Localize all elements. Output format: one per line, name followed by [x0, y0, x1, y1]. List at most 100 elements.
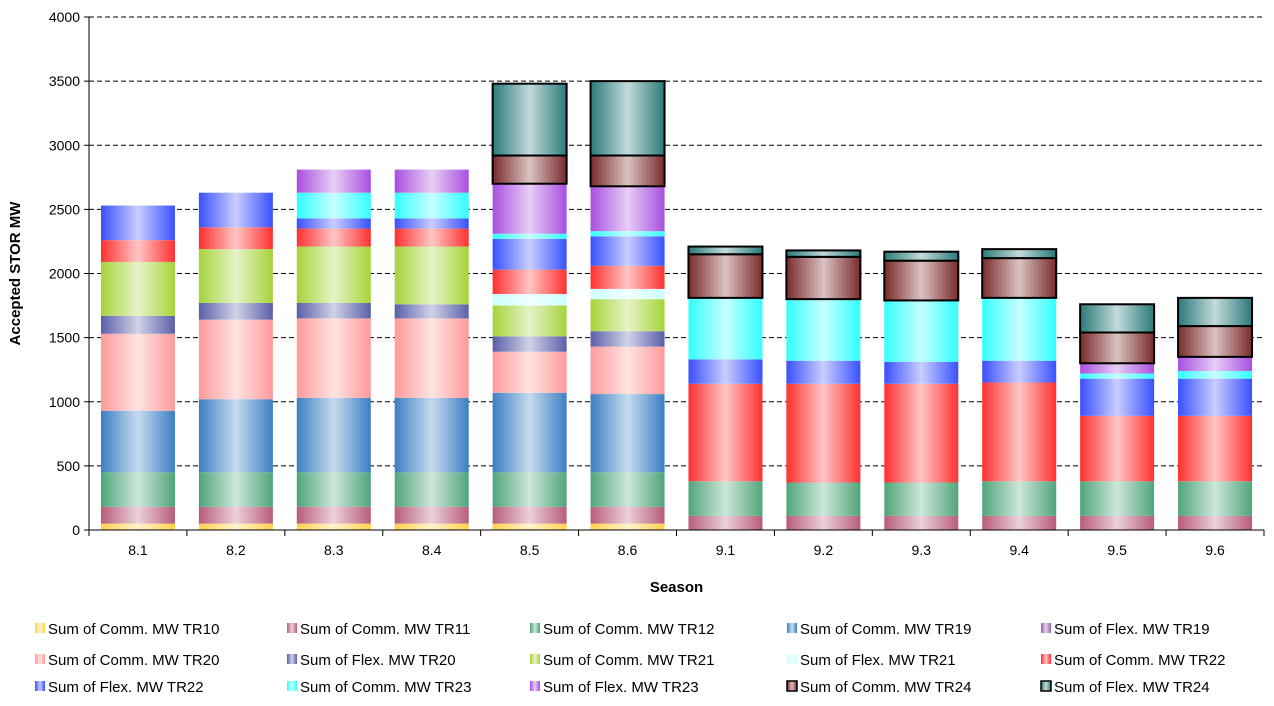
bar-segment	[100, 315, 175, 334]
bar-segment	[296, 169, 371, 193]
bar-segment	[1178, 415, 1253, 482]
bar-segment	[982, 515, 1057, 530]
legend-swatch	[530, 623, 540, 633]
x-tick-label: 9.2	[814, 542, 834, 558]
legend-label: Sum of Comm. MW TR20	[48, 652, 219, 669]
legend-item: Sum of Comm. MW TR12	[530, 621, 714, 638]
legend-item: Sum of Flex. MW TR20	[287, 652, 456, 669]
legend-swatch	[287, 623, 297, 633]
bar-segment	[590, 331, 665, 347]
bar-segment	[296, 192, 371, 219]
legend-label: Sum of Comm. MW TR23	[300, 679, 471, 696]
bar-segment	[982, 360, 1057, 383]
x-tick-label: 9.6	[1205, 542, 1225, 558]
legend-label: Sum of Flex. MW TR19	[1054, 621, 1210, 638]
bar-segment	[688, 383, 763, 482]
bar-segment	[296, 318, 371, 398]
bar-segment	[1178, 481, 1253, 516]
legend-swatch	[35, 654, 45, 664]
bar-segment	[884, 300, 959, 362]
bar-segment	[394, 506, 469, 524]
legend-label: Sum of Comm. MW TR19	[800, 621, 971, 638]
legend-label: Sum of Flex. MW TR20	[300, 652, 456, 669]
bar-segment	[590, 523, 665, 530]
legend-label: Sum of Comm. MW TR24	[800, 679, 971, 696]
bar-segment	[1080, 373, 1155, 379]
legend-item: Sum of Flex. MW TR24	[1040, 679, 1210, 696]
legend-swatch	[35, 623, 45, 633]
legend-item: Sum of Comm. MW TR24	[786, 679, 971, 696]
bar-segment	[981, 257, 1058, 299]
legend-swatch	[287, 654, 297, 664]
bar-segment	[100, 523, 175, 530]
bar-segment	[394, 169, 469, 193]
bar-segment	[884, 361, 959, 384]
bar-segment	[296, 523, 371, 530]
bar-segment	[590, 472, 665, 507]
bar-segment	[1178, 370, 1253, 379]
bar-segment	[883, 250, 960, 262]
legend-label: Sum of Flex. MW TR24	[1054, 679, 1210, 696]
bar-segment	[884, 515, 959, 530]
x-tick-label: 8.1	[128, 542, 148, 558]
bar-segment	[785, 255, 862, 301]
bar-segment	[1080, 363, 1155, 374]
x-tick-label: 8.3	[324, 542, 344, 558]
legend-swatch	[786, 680, 798, 692]
legend-swatch	[530, 681, 540, 691]
bar-segment	[492, 294, 567, 306]
bar-segment	[786, 515, 861, 530]
bar-segment	[198, 192, 273, 228]
bar-segment	[492, 336, 567, 352]
bar-segment	[296, 246, 371, 303]
legend-label: Sum of Flex. MW TR22	[48, 679, 204, 696]
x-tick-label: 8.5	[520, 542, 540, 558]
x-tick-label: 9.3	[912, 542, 932, 558]
bar-segment	[590, 265, 665, 289]
legend-swatch	[1040, 680, 1052, 692]
y-tick-label: 1500	[49, 330, 80, 346]
bar-segment	[1080, 415, 1155, 482]
legend-swatch	[35, 681, 45, 691]
bar-segment	[786, 360, 861, 384]
legend-item: Sum of Comm. MW TR11	[287, 621, 470, 638]
bar-segment	[198, 249, 273, 303]
bar-segment	[1079, 303, 1156, 334]
x-tick-label: 9.5	[1107, 542, 1127, 558]
y-tick-label: 1000	[49, 394, 80, 410]
legend-label: Sum of Comm. MW TR10	[48, 621, 219, 638]
bar-segment	[296, 218, 371, 229]
bar-segment	[785, 249, 862, 258]
bar-segment	[492, 472, 567, 507]
bar-segment	[394, 318, 469, 398]
bar-segment	[100, 410, 175, 473]
bar-segment	[100, 472, 175, 507]
legend-swatch	[287, 681, 297, 691]
bar-segment	[687, 253, 764, 299]
bar-segment	[1178, 356, 1253, 371]
legend-label: Sum of Comm. MW TR11	[300, 621, 470, 638]
bar-segment	[296, 228, 371, 247]
bar-segment	[492, 523, 567, 530]
bar-segment	[491, 154, 568, 185]
bar-segment	[1079, 331, 1156, 365]
bars	[100, 80, 1254, 530]
bar-segment	[492, 183, 567, 234]
bar-segment	[100, 261, 175, 316]
y-tick-label: 3500	[49, 73, 80, 89]
legend-item: Sum of Comm. MW TR22	[1041, 652, 1225, 669]
legend-item: Sum of Comm. MW TR20	[35, 652, 219, 669]
bar-segment	[590, 394, 665, 473]
bar-segment	[590, 231, 665, 237]
x-tick-label: 9.1	[716, 542, 736, 558]
legend-item: Sum of Comm. MW TR10	[35, 621, 219, 638]
bar-segment	[491, 82, 568, 157]
bar-segment	[884, 482, 959, 516]
legend-swatch	[787, 654, 797, 664]
bar-segment	[590, 186, 665, 232]
bar-segment	[589, 154, 666, 188]
bar-segment	[100, 240, 175, 262]
legend-item: Sum of Flex. MW TR23	[530, 679, 699, 696]
bar-segment	[1080, 481, 1155, 516]
bar-segment	[1080, 378, 1155, 416]
